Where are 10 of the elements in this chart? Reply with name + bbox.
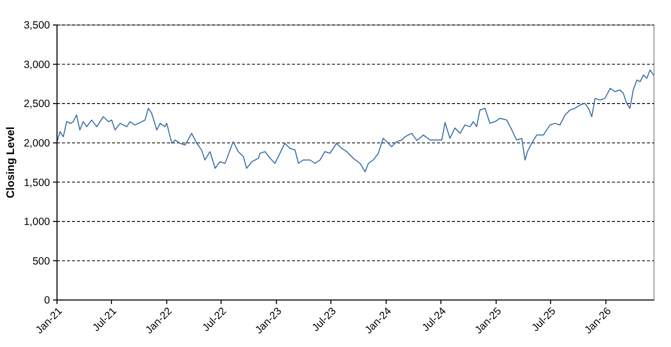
y-tick-label: 3,000 <box>24 58 50 71</box>
y-tick-label: 1,500 <box>24 176 50 189</box>
y-tick-label: 2,500 <box>24 98 50 110</box>
line-series <box>56 70 654 172</box>
y-axis-title: Closing Level <box>5 126 17 198</box>
y-tick-label: 2,000 <box>24 138 50 150</box>
y-tick-label: 1,000 <box>24 216 50 228</box>
y-tick-label: 0 <box>44 294 50 307</box>
y-tick-label: 3,500 <box>24 20 50 32</box>
y-tick-label: 500 <box>32 255 50 268</box>
